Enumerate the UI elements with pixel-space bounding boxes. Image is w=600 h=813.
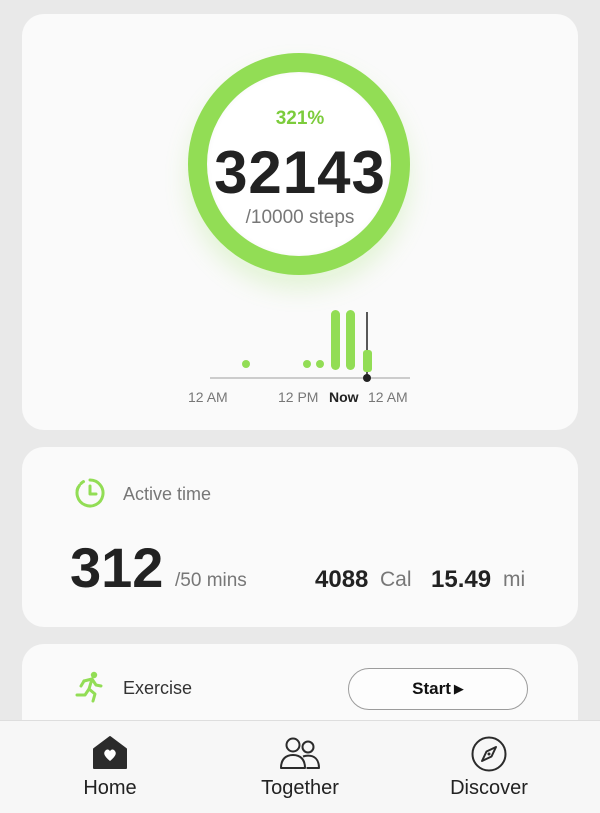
- chart-bar: [346, 310, 355, 370]
- distance-unit: mi: [503, 568, 526, 591]
- now-marker-dot: [363, 374, 371, 382]
- active-time-label: Active time: [123, 484, 212, 504]
- calories-value: 4088: [315, 566, 369, 593]
- steps-count: 32143: [214, 139, 386, 206]
- chart-bar: [303, 360, 311, 368]
- nav-together[interactable]: Together: [240, 721, 360, 813]
- nav-home-label: Home: [83, 777, 137, 799]
- people-icon: [280, 737, 320, 769]
- nav-discover-label: Discover: [450, 777, 528, 799]
- nav-together-label: Together: [261, 777, 339, 799]
- chart-bar: [316, 360, 324, 368]
- timer-icon: [75, 478, 105, 508]
- tick-label: 12 AM: [368, 389, 408, 405]
- active-time-card[interactable]: Active time 312 /50 mins 4088 Cal 15.49 …: [22, 447, 578, 627]
- nav-home[interactable]: Home: [50, 721, 170, 813]
- bottom-navigation: Home Together Discover: [0, 720, 600, 813]
- start-button-label: Start: [412, 679, 451, 698]
- play-icon: ▶: [453, 681, 464, 696]
- chart-bar: [242, 360, 250, 368]
- distance-value: 15.49: [431, 566, 492, 593]
- nav-discover[interactable]: Discover: [429, 721, 549, 813]
- tick-label-now: Now: [329, 389, 359, 405]
- steps-activity-chart: [210, 310, 410, 382]
- steps-goal: /10000 steps: [245, 207, 355, 228]
- active-goal: /50 mins: [175, 570, 247, 591]
- active-minutes: 312: [70, 536, 164, 599]
- tick-label: 12 AM: [188, 389, 228, 405]
- steps-ring-center: [207, 72, 391, 256]
- running-icon: [75, 671, 103, 703]
- steps-percent: 321%: [275, 108, 325, 129]
- chart-bar: [363, 350, 372, 372]
- calories-unit: Cal: [380, 568, 412, 591]
- compass-icon: [471, 736, 507, 772]
- start-exercise-button[interactable]: Start ▶: [348, 668, 528, 710]
- steps-card[interactable]: 321% 32143 /10000 steps 12 AM 12 PM Now …: [22, 14, 578, 430]
- home-heart-icon: [93, 736, 127, 769]
- tick-label: 12 PM: [278, 389, 319, 405]
- exercise-label: Exercise: [123, 678, 193, 698]
- steps-progress-ring: [188, 53, 410, 275]
- chart-bar: [331, 310, 340, 370]
